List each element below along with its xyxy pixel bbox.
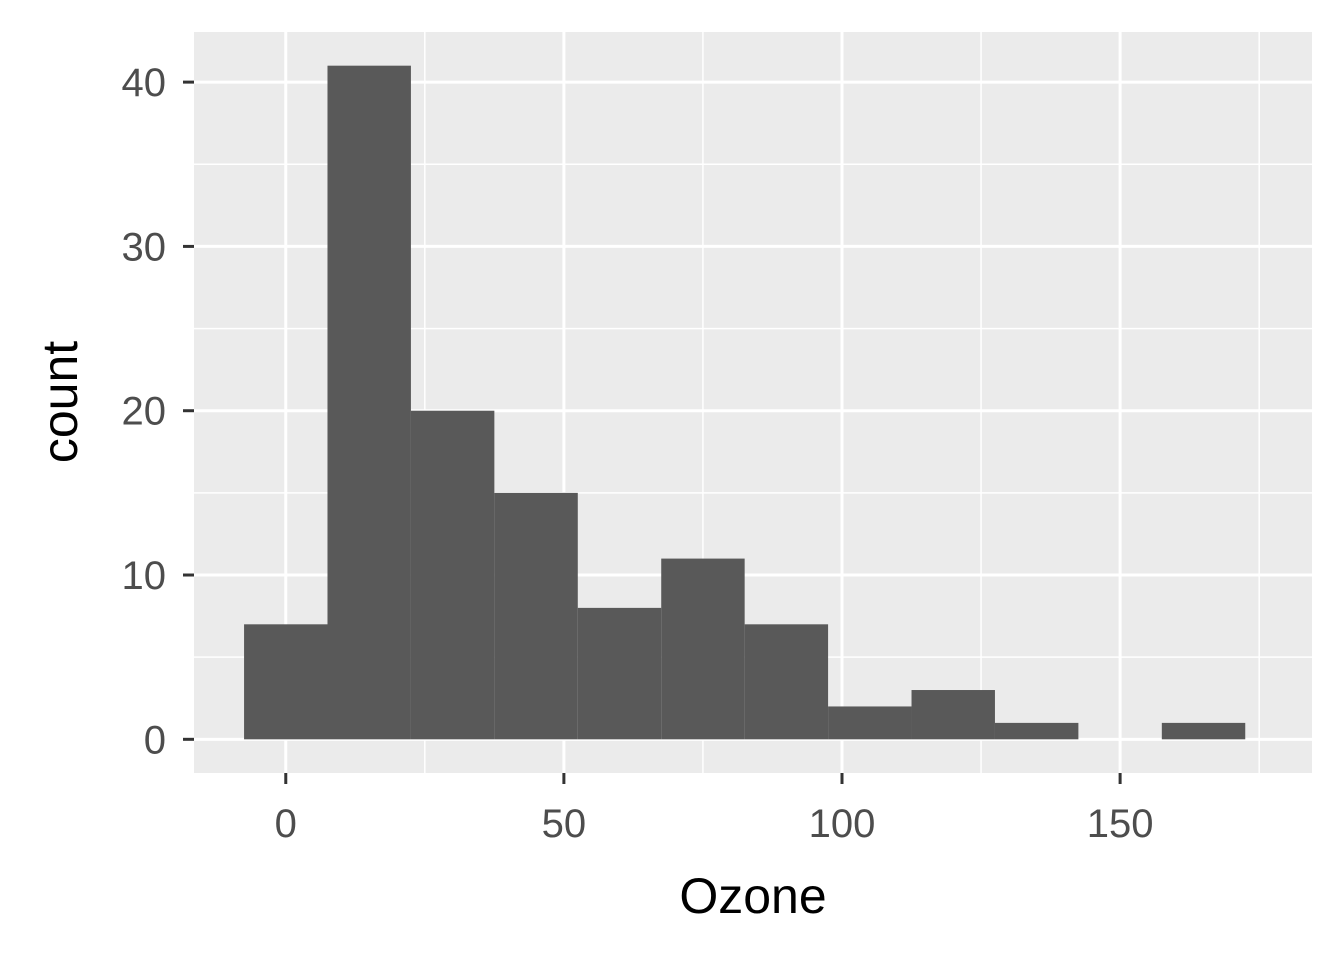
histogram-bar xyxy=(661,558,745,740)
histogram-bar xyxy=(410,410,495,740)
histogram-bar xyxy=(1161,722,1246,740)
y-tick-label: 30 xyxy=(122,225,167,269)
x-tick-label: 150 xyxy=(1087,802,1154,846)
x-tick-label: 50 xyxy=(542,802,587,846)
y-tick-label: 20 xyxy=(122,390,167,434)
histogram-bar xyxy=(911,690,995,740)
x-axis-title: Ozone xyxy=(679,868,826,924)
y-tick-label: 40 xyxy=(122,61,167,105)
y-axis-title: count xyxy=(32,341,88,463)
y-tick-label: 10 xyxy=(122,554,167,598)
histogram-bar xyxy=(327,65,411,740)
x-tick-label: 0 xyxy=(275,802,297,846)
histogram-bar xyxy=(994,722,1079,740)
x-axis: 0 50 100 150 xyxy=(275,773,1154,846)
x-tick-label: 100 xyxy=(809,802,876,846)
histogram-bar xyxy=(828,706,912,740)
y-tick-label: 0 xyxy=(144,718,166,762)
histogram-bar xyxy=(744,624,829,740)
histogram-bar xyxy=(494,492,578,740)
histogram-bar xyxy=(577,607,662,740)
histogram-bars xyxy=(244,65,1246,740)
histogram-bar xyxy=(244,624,328,740)
y-axis: 0 10 20 30 40 xyxy=(122,61,194,762)
